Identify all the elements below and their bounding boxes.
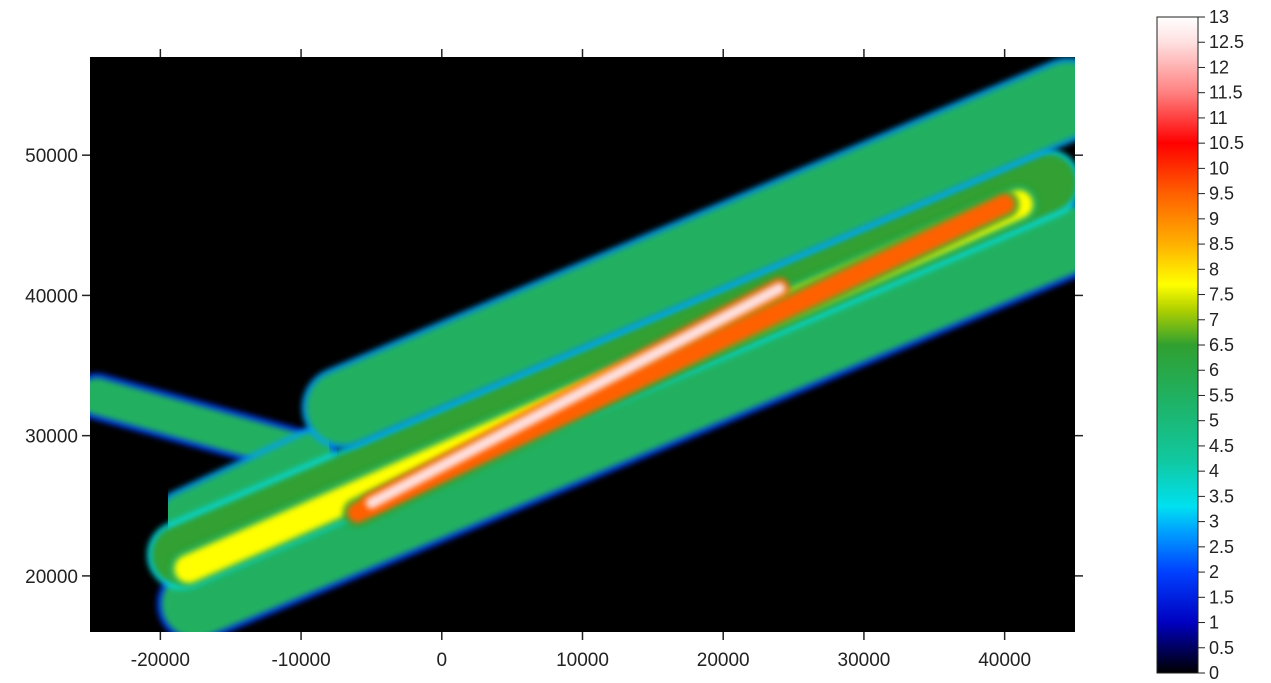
heatmap-plot-area: [90, 57, 1075, 632]
x-tick-label: 20000: [697, 650, 750, 671]
colorbar-tick-label: 2: [1209, 562, 1219, 582]
colorbar-tick-label: 11: [1209, 108, 1228, 128]
colorbar-tick-label: 5: [1209, 411, 1219, 431]
colorbar-tick-label: 8.5: [1209, 234, 1234, 254]
y-tick-label: 40000: [25, 286, 78, 307]
colorbar-tick-label: 12.5: [1209, 32, 1244, 52]
colorbar-tick-label: 0: [1209, 663, 1219, 683]
colorbar-tick-label: 3: [1209, 512, 1219, 532]
colorbar-gradient: [1156, 16, 1199, 674]
colorbar-tick-label: 3.5: [1209, 486, 1234, 506]
swath-layer: [90, 57, 1075, 632]
colorbar-tick-label: 8: [1209, 259, 1219, 279]
x-tick-label: 30000: [838, 650, 891, 671]
y-tick-label: 30000: [25, 427, 78, 448]
colorbar-tick-label: 4.5: [1209, 436, 1234, 456]
colorbar-tick-label: 9: [1209, 209, 1219, 229]
y-axis: 20000 30000 40000 50000: [25, 146, 1083, 588]
colorbar-tick-label: 11.5: [1209, 83, 1243, 103]
x-tick-label: 0: [436, 650, 447, 671]
colorbar-tick-label: 13: [1209, 7, 1229, 27]
x-tick-label: 40000: [978, 650, 1031, 671]
x-tick-label: -10000: [271, 650, 330, 671]
swath-4: [306, 62, 1075, 445]
x-axis: -20000 -10000 0 10000 20000 30000 40000: [131, 49, 1031, 671]
colorbar-tick-label: 1: [1209, 613, 1219, 633]
colorbar-tick-label: 0.5: [1209, 638, 1234, 658]
x-tick-label: 10000: [556, 650, 609, 671]
colorbar-tick-label: 6.5: [1209, 335, 1234, 355]
colorbar-tick-label: 2.5: [1209, 537, 1234, 557]
colorbar-tick-label: 1.5: [1209, 587, 1234, 607]
colorbar-tick-label: 7.5: [1209, 285, 1234, 305]
colorbar: 00.511.522.533.544.555.566.577.588.599.5…: [1156, 7, 1244, 683]
colorbar-tick-label: 9.5: [1209, 184, 1234, 204]
x-tick-label: -20000: [131, 650, 190, 671]
swath-2: [161, 205, 1075, 632]
y-tick-label: 50000: [25, 146, 78, 167]
swath-1: [163, 431, 334, 532]
colorbar-tick-label: 5.5: [1209, 385, 1234, 405]
colorbar-tick-label: 4: [1209, 461, 1219, 481]
swath-7: [365, 282, 786, 509]
colorbar-tick-label: 12: [1209, 57, 1229, 77]
colorbar-tick-label: 6: [1209, 360, 1219, 380]
y-tick-label: 20000: [25, 567, 78, 588]
colorbar-tick-label: 10.5: [1209, 133, 1244, 153]
colorbar-tick-label: 7: [1209, 310, 1219, 330]
colorbar-tick-label: 10: [1209, 158, 1229, 178]
